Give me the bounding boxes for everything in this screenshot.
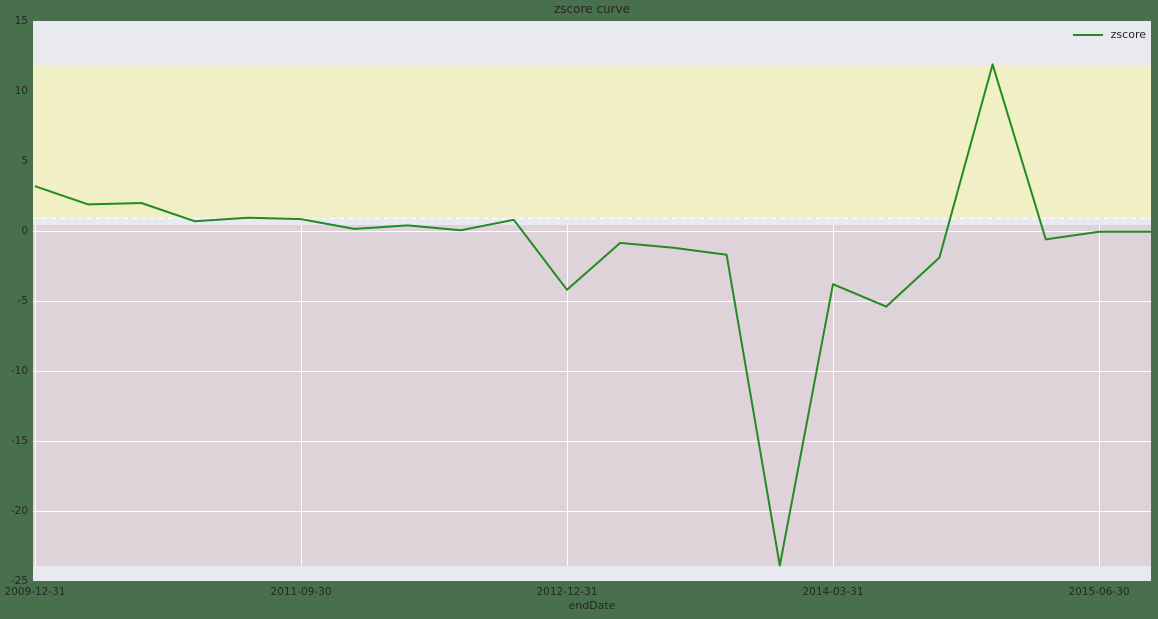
vertical-gridline [833,225,834,566]
horizontal-gridline [33,370,1151,372]
vertical-gridline [567,225,568,566]
y-tick-label: -25 [10,575,28,587]
plot-area: zscore [33,21,1151,581]
zscore-line-chart [34,63,1151,567]
x-tick-label: 2011-09-30 [270,586,332,598]
vertical-gridline [1099,225,1100,566]
x-tick-label: 2014-03-31 [802,586,864,598]
horizontal-gridline [33,300,1151,302]
y-tick-label: -15 [10,435,28,447]
y-tick-label: -5 [17,295,28,307]
horizontal-gridline [33,510,1151,512]
y-tick-label: 0 [21,225,28,237]
vertical-gridline [301,225,302,566]
y-tick-label: -10 [10,365,28,377]
legend-label: zscore [1110,28,1146,41]
vertical-gridline [35,225,36,566]
chart-title: zscore curve [554,2,630,16]
lower-zone-band [33,225,1151,566]
zscore-line [34,63,1151,567]
gridlines [33,225,1151,566]
x-tick-label: 2012-12-31 [536,586,598,598]
y-tick-label: 15 [14,15,28,27]
x-tick-label: 2015-06-30 [1068,586,1130,598]
horizontal-gridline [33,440,1151,442]
x-axis-label: endDate [568,599,616,612]
threshold-dashed-line [33,218,1151,219]
upper-zone-band [33,65,1151,218]
legend: zscore [1072,28,1146,41]
horizontal-gridline [33,230,1151,232]
y-tick-label: 10 [14,85,28,97]
x-tick-label: 2009-12-31 [4,586,66,598]
y-tick-label: 5 [21,155,28,167]
y-tick-label: -20 [10,505,28,517]
legend-line-swatch [1072,33,1103,36]
